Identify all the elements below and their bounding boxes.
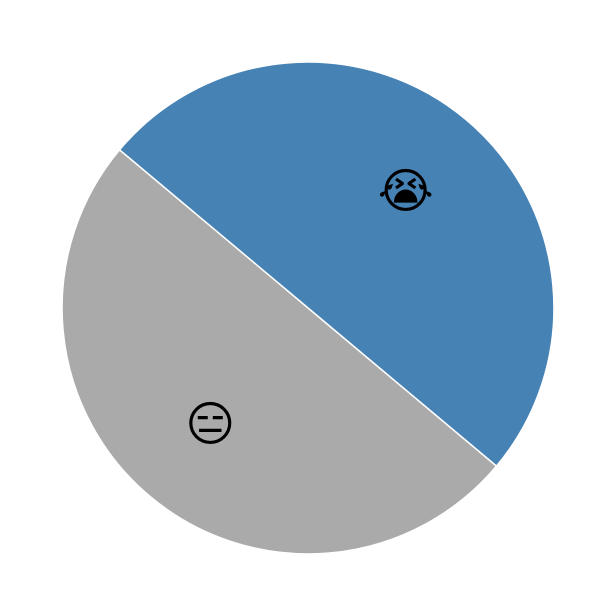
- pie-slice: [118, 61, 555, 468]
- pie-slice: [61, 148, 498, 555]
- slice-label: 😑: [185, 396, 235, 452]
- slice-label: 😭: [378, 164, 434, 220]
